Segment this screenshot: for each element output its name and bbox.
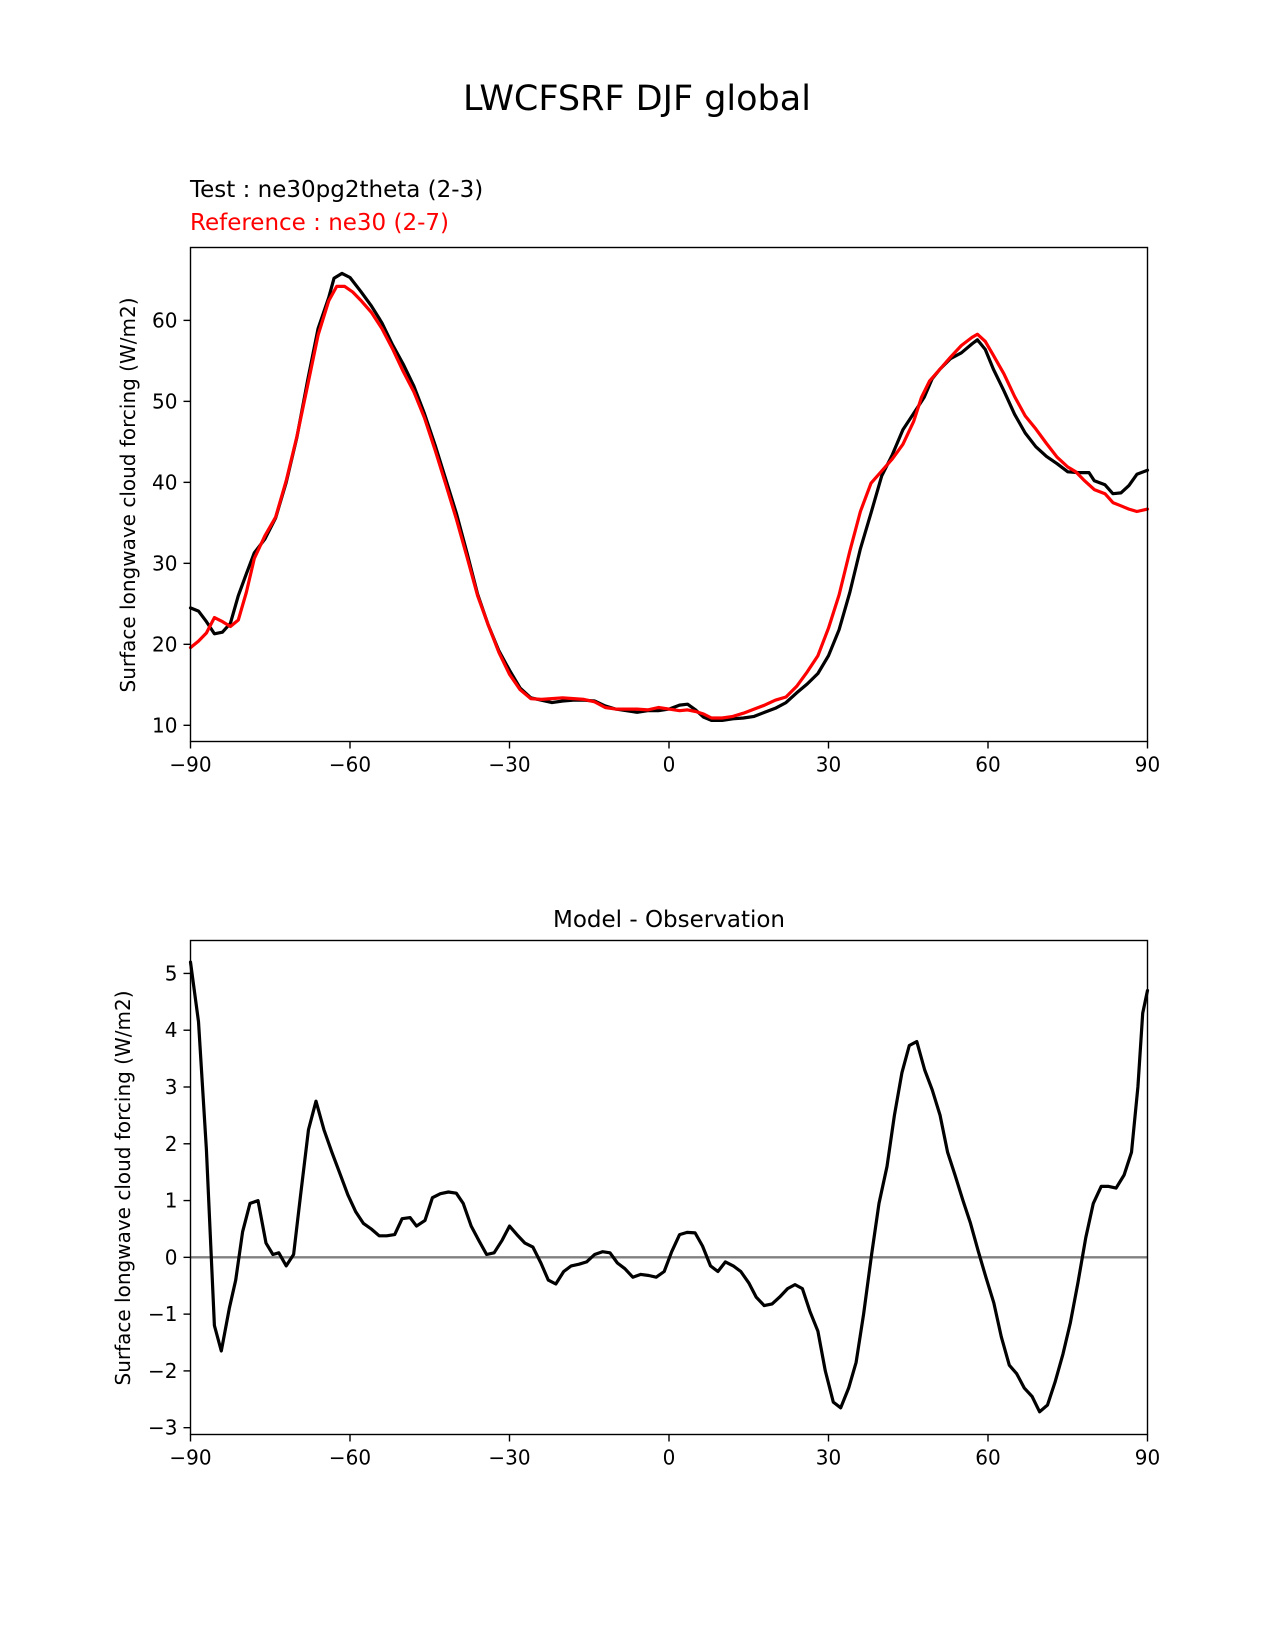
bottom-y-axis-label: Surface longwave cloud forcing (W/m2): [111, 990, 135, 1385]
top-series-line-0: [188, 271, 1150, 722]
top-y-tick-label: 50: [152, 389, 177, 413]
bottom-y-tick-label: 1: [165, 1189, 178, 1213]
top-x-tick-label: 0: [663, 753, 676, 777]
bottom-y-tick-label: 4: [165, 1018, 178, 1042]
bottom-panel: Model - Observation −90 −60 −30 0 30 60 90−3−2…: [111, 907, 1160, 1470]
top-x-tick-label: −90: [169, 753, 211, 777]
bottom-y-tick-label: 3: [165, 1075, 178, 1099]
bottom-y-tick-label: −3: [148, 1416, 177, 1440]
bottom-y-tick-label: 2: [165, 1132, 178, 1156]
reference-label: Reference : ne30 (2-7): [190, 210, 449, 236]
top-series-group: [188, 271, 1150, 722]
top-x-tick-label: 90: [1135, 753, 1160, 777]
top-x-tick-label: −30: [488, 753, 530, 777]
top-plot-frame: [189, 246, 1149, 743]
bottom-x-tick-label: 60: [975, 1446, 1000, 1470]
bottom-series-group: [188, 960, 1150, 1414]
bottom-ticks-group: −90 −60 −30 0 30 60 90 −3 −2 −1 0 1 2 3 4 5: [148, 961, 1160, 1469]
bottom-plot-frame: [189, 939, 1149, 1436]
bottom-x-tick-label: −90: [169, 1446, 211, 1470]
top-series-line-1: [188, 284, 1150, 720]
bottom-y-tick-label: −1: [148, 1302, 177, 1326]
bottom-y-tick-label: −2: [148, 1359, 177, 1383]
top-y-tick-label: 40: [152, 470, 177, 494]
top-y-tick-label: 20: [152, 632, 177, 656]
top-x-tick-label: 60: [975, 753, 1000, 777]
bottom-y-tick-label: 5: [165, 961, 178, 985]
bottom-x-tick-label: −60: [329, 1446, 371, 1470]
top-y-axis-label: Surface longwave cloud forcing (W/m2): [116, 297, 140, 692]
top-ticks-group: −90 −60 −30 0 30 60 90 10 20 30 40 50 60: [152, 308, 1160, 776]
bottom-x-tick-label: −30: [488, 1446, 530, 1470]
test-label: Test : ne30pg2theta (2-3): [189, 177, 483, 203]
bottom-series-line-0: [188, 960, 1150, 1414]
top-panel: Test : ne30pg2theta (2-3) Reference : ne…: [116, 177, 1160, 777]
top-y-tick-label: 10: [152, 713, 177, 737]
bottom-panel-title: Model - Observation: [553, 907, 785, 933]
top-y-tick-label: 60: [152, 308, 177, 332]
bottom-y-tick-label: 0: [165, 1245, 178, 1269]
top-x-tick-label: 30: [816, 753, 841, 777]
bottom-x-tick-label: 90: [1135, 1446, 1160, 1470]
figure-title: LWCFSRF DJF global: [463, 79, 811, 119]
top-x-tick-label: −60: [329, 753, 371, 777]
top-y-tick-label: 30: [152, 551, 177, 575]
bottom-x-tick-label: 0: [663, 1446, 676, 1470]
bottom-x-tick-label: 30: [816, 1446, 841, 1470]
